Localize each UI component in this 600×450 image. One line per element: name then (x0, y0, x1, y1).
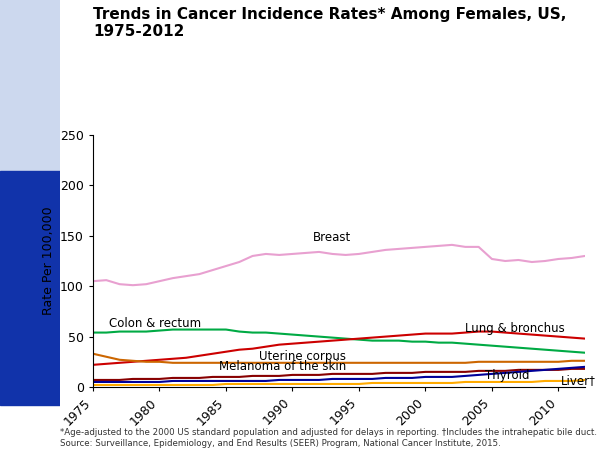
Bar (0, 0, 60, 171)
Text: Liver†: Liver† (561, 374, 596, 387)
Text: Colon & rectum: Colon & rectum (109, 317, 201, 330)
Text: *Age-adjusted to the 2000 US standard population and adjusted for delays in repo: *Age-adjusted to the 2000 US standard po… (60, 428, 597, 448)
Text: Uterine corpus: Uterine corpus (259, 350, 346, 363)
Text: Breast: Breast (313, 231, 350, 244)
Text: Thyroid: Thyroid (485, 369, 530, 382)
Text: Lung & bronchus: Lung & bronchus (466, 322, 565, 335)
Text: Trends in Cancer Incidence Rates* Among Females, US,
1975-2012: Trends in Cancer Incidence Rates* Among … (93, 7, 566, 39)
Text: Melanoma of the skin: Melanoma of the skin (220, 360, 347, 374)
Bar (0, 171, 60, 405)
Y-axis label: Rate Per 100,000: Rate Per 100,000 (41, 207, 55, 315)
